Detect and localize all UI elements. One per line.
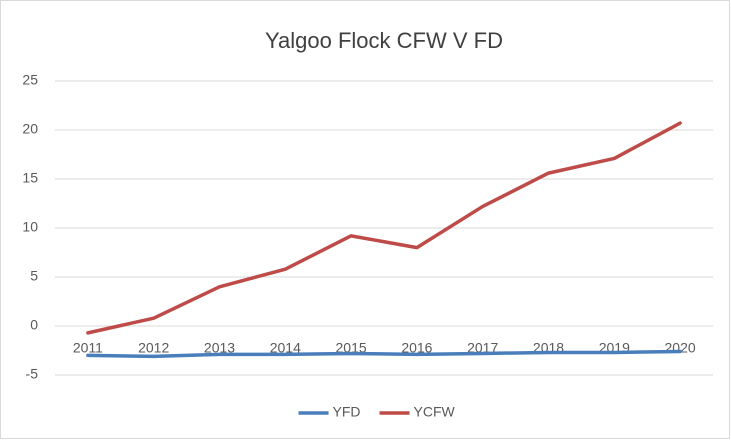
- y-tick-label: 20: [22, 121, 38, 137]
- chart-title: Yalgoo Flock CFW V FD: [265, 28, 503, 53]
- y-tick-label: 25: [22, 72, 38, 88]
- y-tick-label: 5: [30, 268, 38, 284]
- x-tick-label: 2014: [270, 340, 301, 356]
- legend-label: YFD: [333, 404, 361, 420]
- x-tick-label: 2016: [401, 340, 432, 356]
- x-tick-label: 2012: [138, 340, 169, 356]
- legend-label: YCFW: [414, 404, 456, 420]
- line-series: [86, 349, 682, 359]
- x-tick-label: 2013: [204, 340, 235, 356]
- y-tick-label: 15: [22, 170, 38, 186]
- y-tick-label: 10: [22, 219, 38, 235]
- y-tick-label: 0: [30, 317, 38, 333]
- x-tick-label: 2015: [336, 340, 367, 356]
- x-tick-label: 2011: [73, 340, 103, 356]
- y-tick-label: -5: [26, 366, 39, 382]
- line-series: [86, 121, 682, 335]
